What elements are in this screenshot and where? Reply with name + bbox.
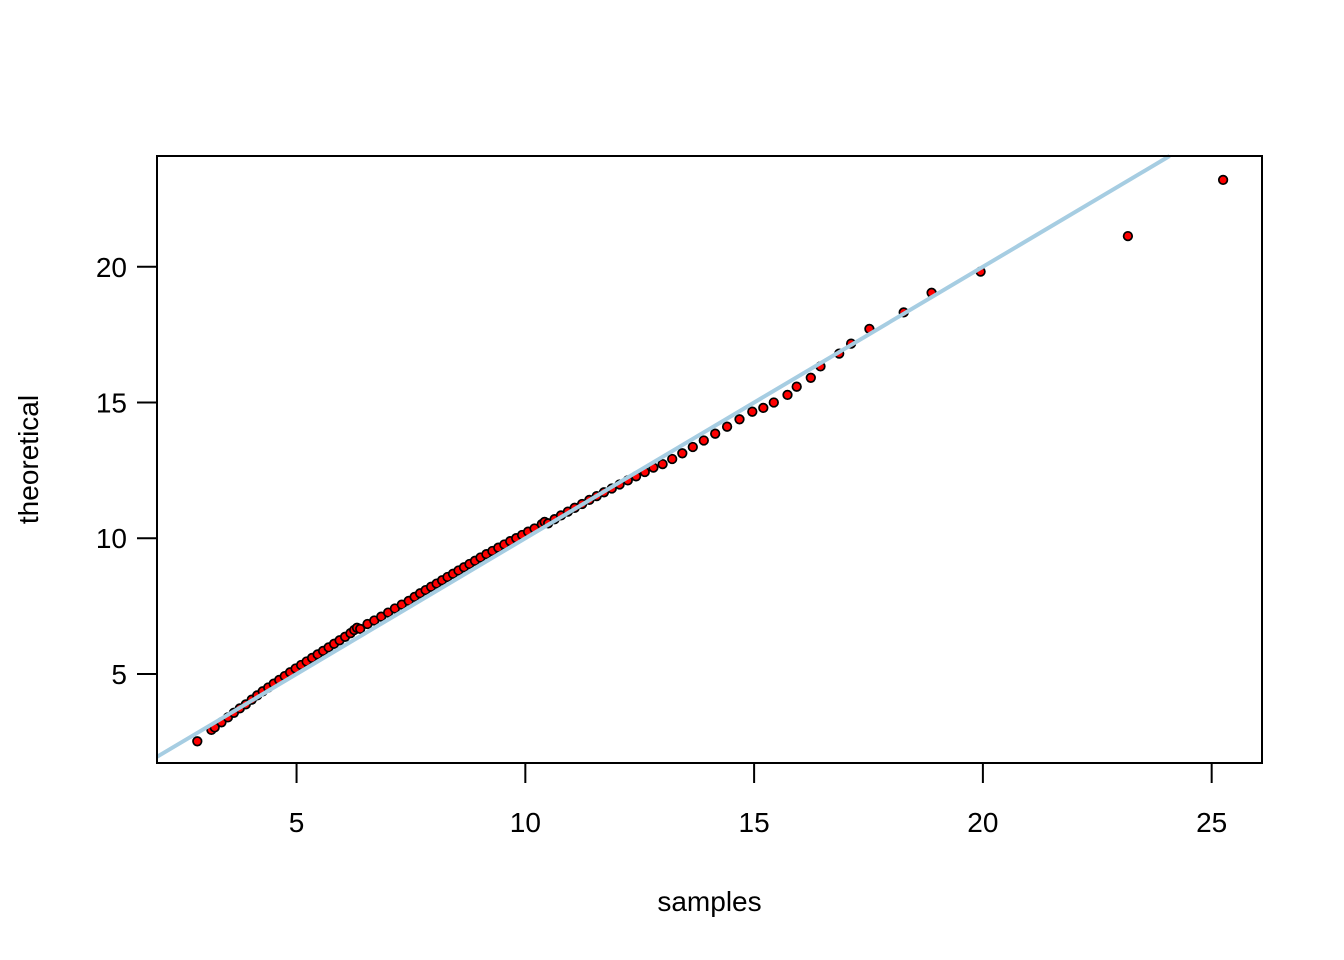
data-point xyxy=(710,428,721,439)
y-tick-label: 15 xyxy=(96,387,127,418)
data-point xyxy=(734,414,745,425)
data-point xyxy=(1217,174,1229,186)
x-tick-label: 25 xyxy=(1196,807,1227,838)
x-axis-label: samples xyxy=(657,886,761,917)
data-point xyxy=(721,421,733,432)
y-tick-label: 5 xyxy=(111,659,127,690)
data-point xyxy=(758,402,769,414)
x-tick-label: 5 xyxy=(289,807,305,838)
data-point xyxy=(805,372,816,383)
data-point xyxy=(768,397,779,408)
identity-line xyxy=(155,154,1171,759)
data-point xyxy=(698,435,709,446)
data-point xyxy=(355,623,366,635)
data-point xyxy=(677,448,688,459)
y-axis-label: theoretical xyxy=(13,395,44,524)
y-tick-label: 20 xyxy=(96,252,127,283)
data-point xyxy=(782,389,793,401)
data-point xyxy=(657,458,668,470)
data-point xyxy=(667,453,678,465)
data-point xyxy=(687,441,698,453)
plot-border xyxy=(156,155,1263,764)
y-tick-label: 10 xyxy=(96,523,127,554)
data-point xyxy=(192,736,203,747)
x-tick-label: 20 xyxy=(967,807,998,838)
data-point xyxy=(791,381,802,392)
data-point xyxy=(1122,230,1134,242)
x-tick-label: 10 xyxy=(510,807,541,838)
data-point xyxy=(747,406,758,417)
x-tick-label: 15 xyxy=(739,807,770,838)
